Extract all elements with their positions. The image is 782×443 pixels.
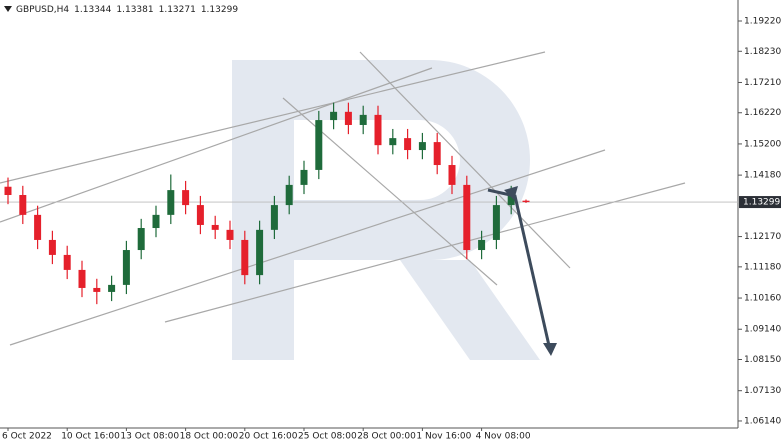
candle-body xyxy=(330,111,338,121)
y-tick-label: 1.07130 xyxy=(744,386,781,396)
forecast-arrow xyxy=(487,186,557,356)
candle-body xyxy=(522,200,530,203)
candle-body xyxy=(300,169,308,185)
candle-body xyxy=(137,228,145,251)
watermark xyxy=(232,60,540,360)
candle-body xyxy=(108,284,116,292)
header-price: 1.13271 xyxy=(159,5,196,15)
candle-body xyxy=(478,239,486,251)
candle-body xyxy=(359,114,367,125)
candle-body xyxy=(285,184,293,206)
candle-body xyxy=(167,190,175,215)
header-price: 1.13344 xyxy=(74,5,111,15)
y-tick-label: 1.15200 xyxy=(744,139,781,149)
menu-triangle[interactable] xyxy=(4,6,12,12)
candle-body xyxy=(211,224,219,230)
candle-body xyxy=(315,120,323,170)
candle-body xyxy=(78,269,86,288)
x-tick-label: 13 Oct 08:00 xyxy=(120,432,179,442)
candle-body xyxy=(344,111,352,125)
x-tick-label: 18 Oct 00:00 xyxy=(180,432,239,442)
y-tick-label: 1.10160 xyxy=(744,294,781,304)
candle-body xyxy=(270,205,278,230)
candle-body xyxy=(196,205,204,225)
last-price-box xyxy=(739,196,781,209)
y-tick-label: 1.09140 xyxy=(744,325,781,335)
header: GBPUSD,H4 1.13344 1.13381 1.13271 1.13299 xyxy=(16,5,238,15)
candle-body xyxy=(93,287,101,292)
candle-body xyxy=(389,138,397,146)
candle-body xyxy=(152,214,160,229)
candle-body xyxy=(226,229,234,240)
y-tick-label: 1.08150 xyxy=(744,355,781,365)
last-price-label: 1.13299 xyxy=(743,198,780,208)
candle-body xyxy=(122,250,130,285)
candle-body xyxy=(418,142,426,151)
candle-body xyxy=(63,254,71,270)
candle-body xyxy=(256,229,264,276)
candle-body xyxy=(463,184,471,251)
candle-body xyxy=(448,165,456,185)
candle-body xyxy=(19,194,27,215)
candle-body xyxy=(4,186,12,195)
x-tick-label: 1 Nov 16:00 xyxy=(416,432,471,442)
y-tick-label: 1.18230 xyxy=(744,47,781,57)
candle-body xyxy=(48,239,56,255)
candle-body xyxy=(34,214,42,240)
candle-body xyxy=(492,205,500,240)
y-tick-label: 1.14180 xyxy=(744,171,781,181)
plot xyxy=(0,102,738,305)
x-tick-label: 10 Oct 16:00 xyxy=(61,432,120,442)
x-tick-label: 20 Oct 16:00 xyxy=(239,432,298,442)
candle-body xyxy=(404,138,412,151)
x-tick-label: 28 Oct 00:00 xyxy=(357,432,416,442)
header-price: 1.13299 xyxy=(201,5,238,15)
candle-body xyxy=(507,194,515,206)
x-tick-label: 25 Oct 08:00 xyxy=(298,432,357,442)
y-tick-label: 1.17210 xyxy=(744,78,781,88)
candle-body xyxy=(241,239,249,276)
symbol: GBPUSD,H4 xyxy=(16,5,69,15)
candle-body xyxy=(374,114,382,146)
y-tick-label: 1.11180 xyxy=(744,262,781,272)
candle-body xyxy=(433,142,441,166)
y-tick-label: 1.06140 xyxy=(744,416,781,426)
x-tick-label: 4 Nov 08:00 xyxy=(476,432,531,442)
y-tick-label: 1.12170 xyxy=(744,232,781,242)
y-tick-label: 1.19220 xyxy=(744,17,781,27)
y-tick-label: 1.16220 xyxy=(744,108,781,118)
x-tick-label: 6 Oct 2022 xyxy=(2,432,52,442)
header-price: 1.13381 xyxy=(116,5,153,15)
candle-body xyxy=(182,190,190,206)
